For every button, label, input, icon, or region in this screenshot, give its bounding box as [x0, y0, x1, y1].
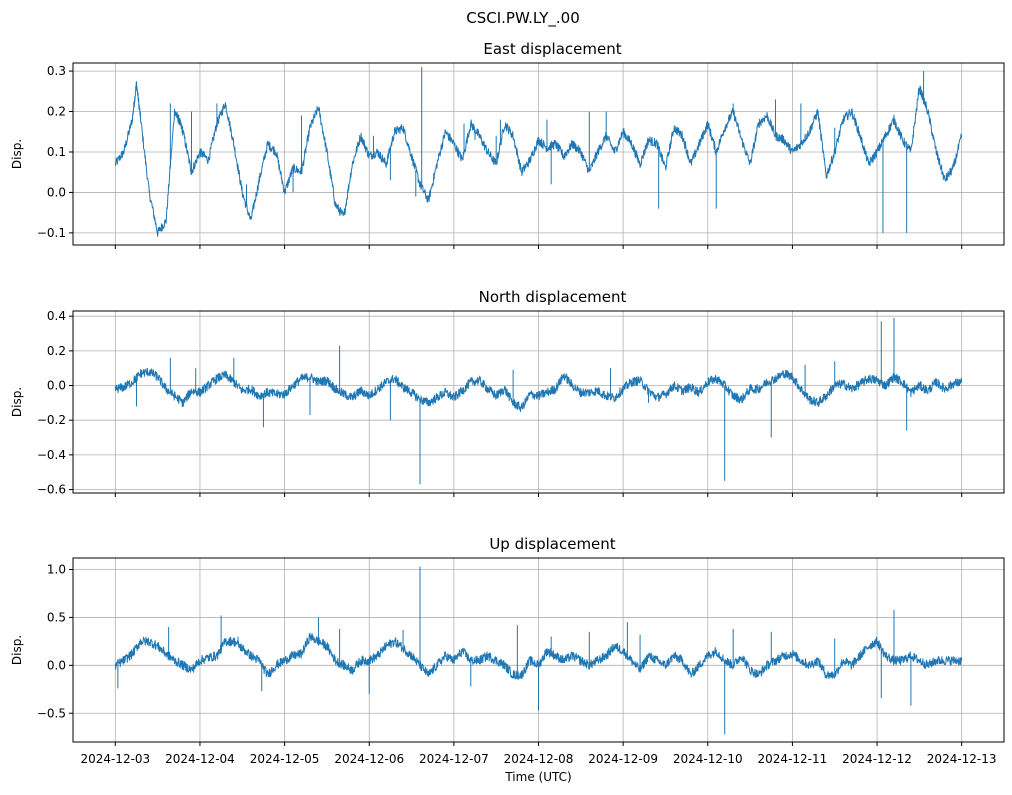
up-xtick-label-8: 2024-12-11 [758, 752, 828, 766]
east-ytick-label-2: 0.1 [47, 145, 66, 159]
up-ytick-label-0: −0.5 [37, 706, 66, 720]
north-ylabel: Disp. [10, 387, 24, 417]
north-ytick-label-2: −0.2 [37, 413, 66, 427]
north-title: North displacement [479, 288, 627, 306]
north-ytick-label-5: 0.4 [47, 309, 66, 323]
up-xtick-label-3: 2024-12-06 [334, 752, 404, 766]
up-xtick-label-6: 2024-12-09 [588, 752, 658, 766]
figure-title: CSCI.PW.LY_.00 [466, 9, 579, 28]
up-xtick-label-0: 2024-12-03 [80, 752, 150, 766]
north-displacement-axes: −0.6 −0.4 −0.2 0.0 0.2 0.4 North displacement D… [10, 288, 1005, 497]
east-series-line-0 [114, 81, 963, 237]
up-xtick-label-2: 2024-12-05 [250, 752, 320, 766]
up-xtick-label-7: 2024-12-10 [673, 752, 743, 766]
east-ytick-label-4: 0.3 [47, 64, 66, 78]
up-ylabel: Disp. [10, 635, 24, 665]
up-xlabel: Time (UTC) [504, 770, 571, 784]
up-xtick-label-9: 2024-12-12 [842, 752, 912, 766]
up-title: Up displacement [489, 535, 615, 553]
north-ytick-label-1: −0.4 [37, 448, 66, 462]
up-ytick-label-2: 0.5 [47, 610, 66, 624]
up-xtick-label-5: 2024-12-08 [504, 752, 574, 766]
north-series-line-0 [114, 367, 963, 412]
east-ytick-label-0: −0.1 [37, 226, 66, 240]
east-ytick-label-1: 0.0 [47, 185, 66, 199]
east-ylabel: Disp. [10, 139, 24, 169]
up-ytick-label-1: 0.0 [47, 658, 66, 672]
east-title: East displacement [483, 40, 621, 58]
north-ytick-label-4: 0.2 [47, 344, 66, 358]
east-ytick-label-3: 0.2 [47, 105, 66, 119]
up-xtick-label-10: 2024-12-13 [927, 752, 997, 766]
up-xtick-label-1: 2024-12-04 [165, 752, 235, 766]
north-ytick-label-3: 0.0 [47, 379, 66, 393]
up-displacement-axes: −0.5 0.0 0.5 1.0 2024-12-03 2024-12-04 2024-12… [10, 535, 1005, 784]
north-ytick-label-0: −0.6 [37, 483, 66, 497]
up-xtick-label-4: 2024-12-07 [419, 752, 489, 766]
up-ytick-label-3: 1.0 [47, 563, 66, 577]
east-displacement-axes: −0.1 0.0 0.1 0.2 0.3 East displacement Disp. [10, 40, 1005, 249]
